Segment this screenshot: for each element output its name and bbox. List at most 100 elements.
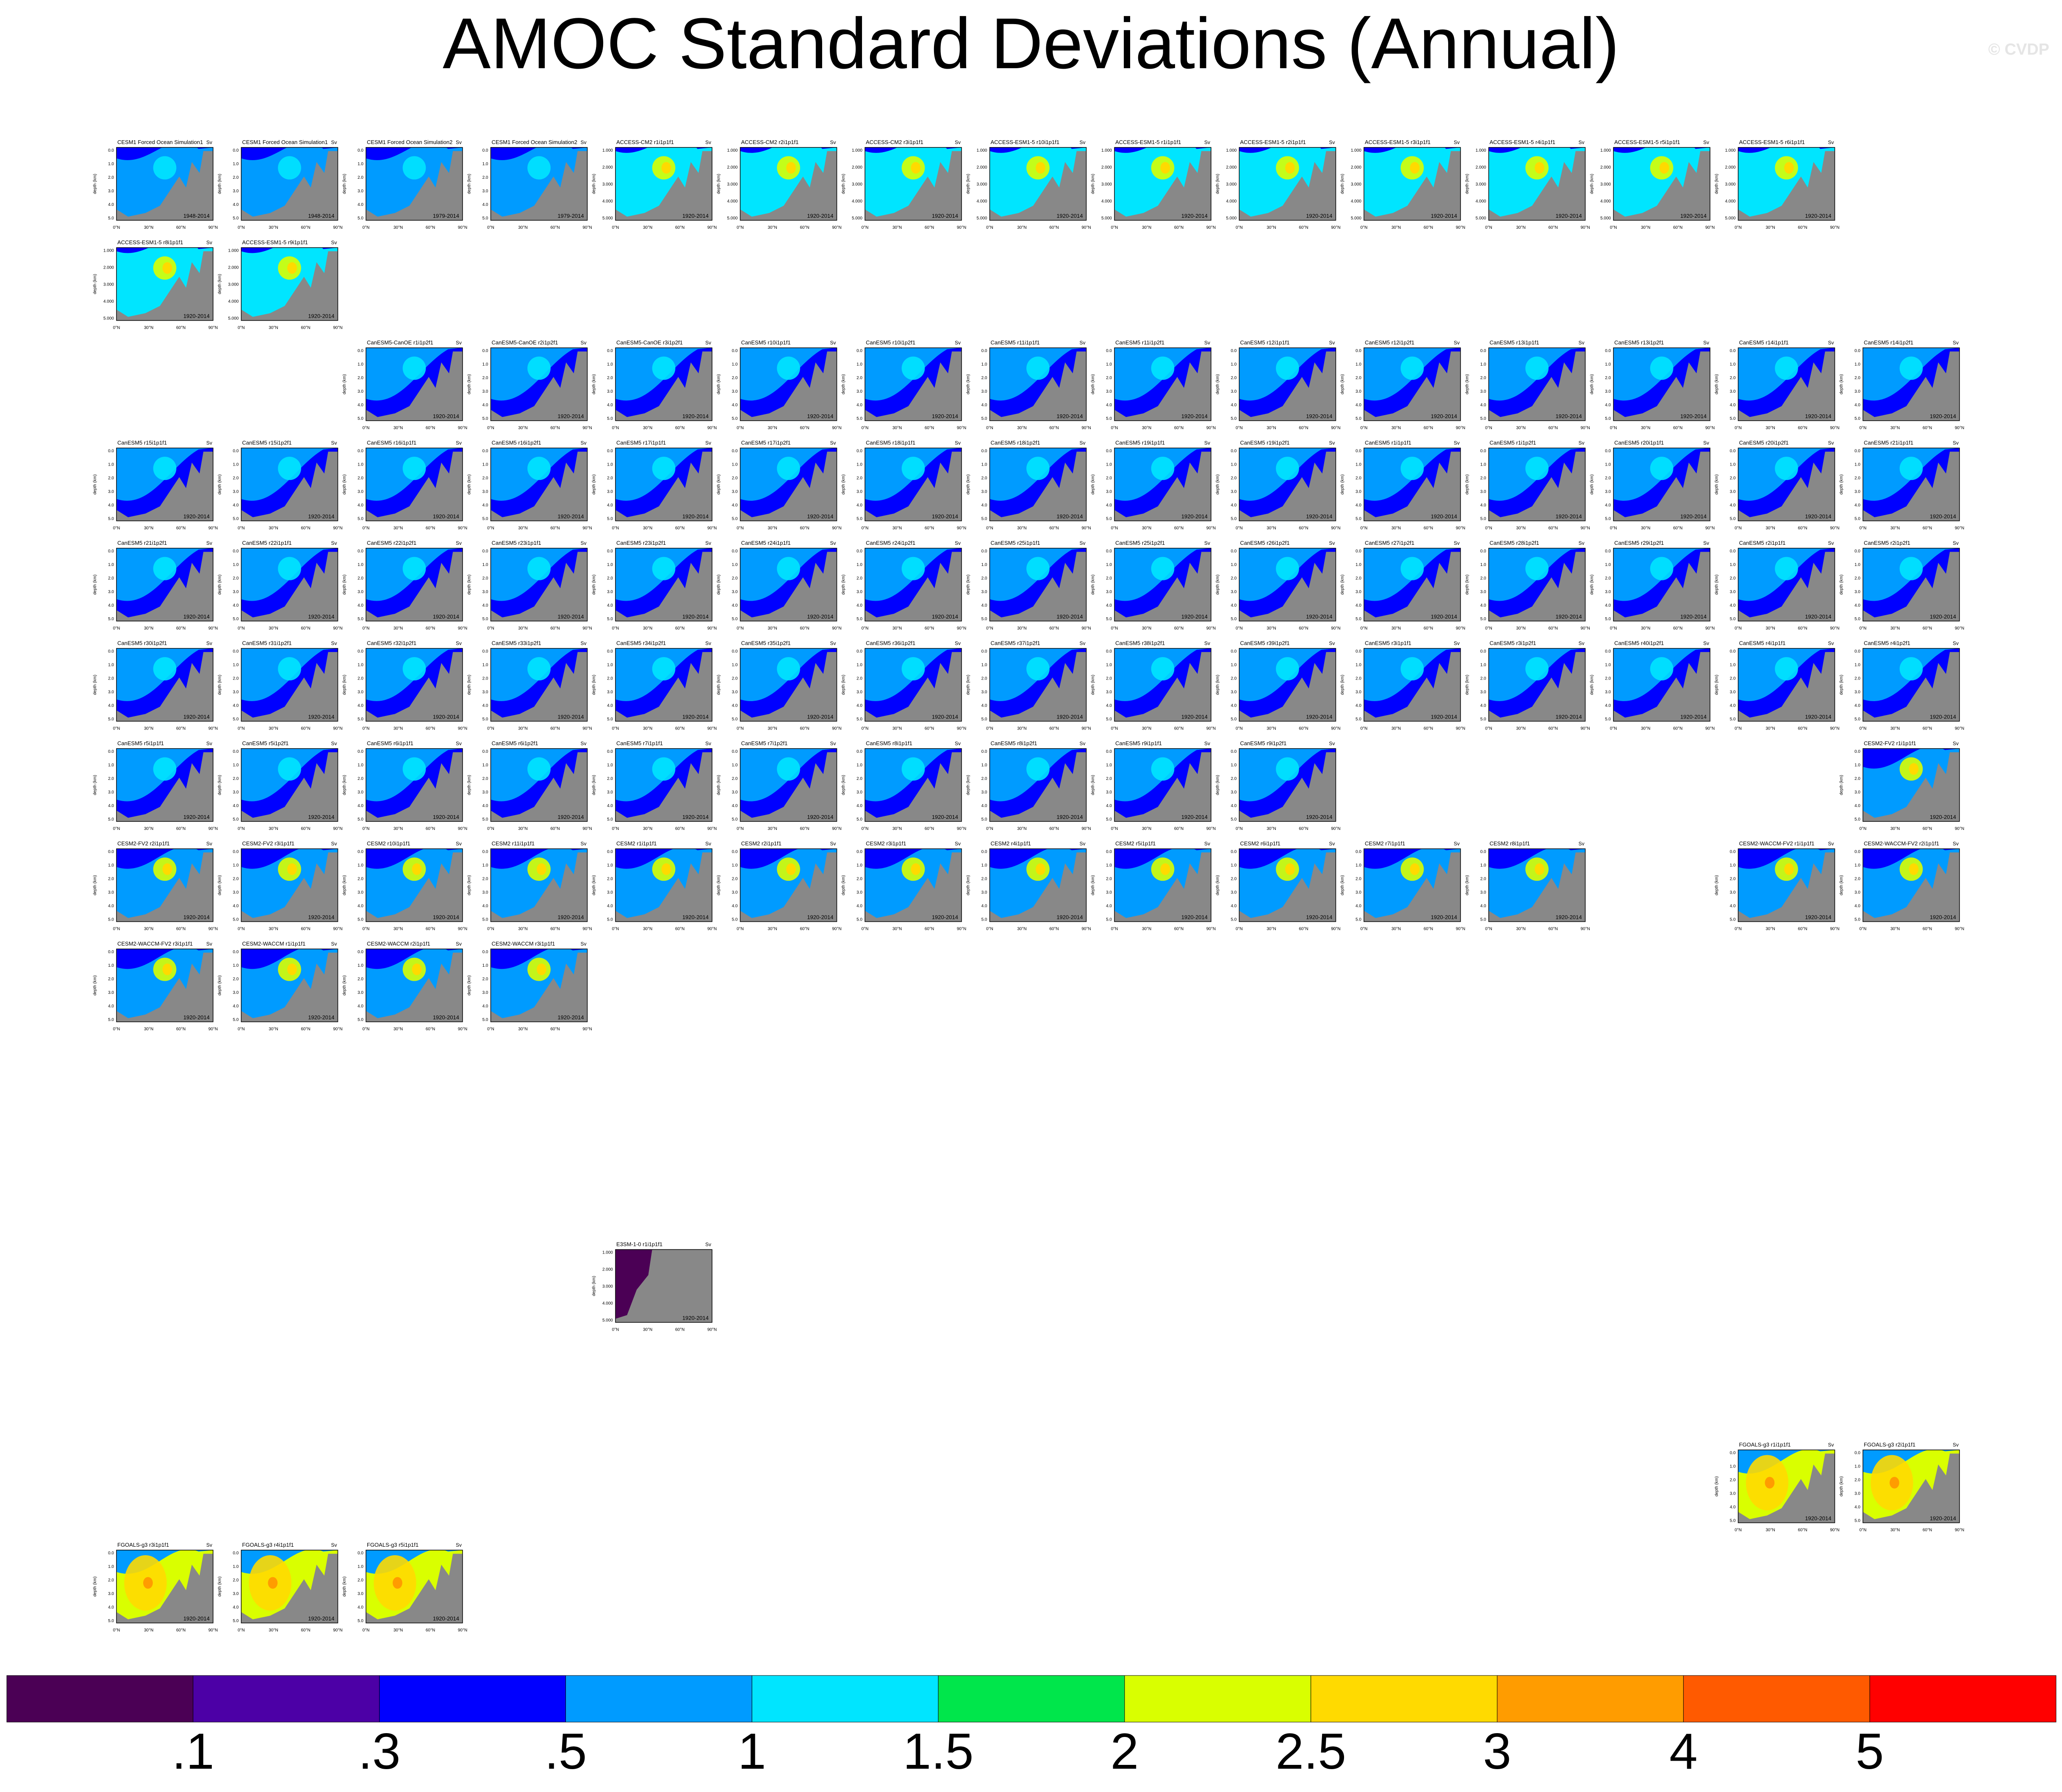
x-tick-label: 60°N <box>1424 526 1433 531</box>
panel-units: Sv <box>206 139 212 145</box>
y-tick-label: 4.0 <box>233 1605 239 1610</box>
panel-frame <box>1114 848 1211 922</box>
panel-frame <box>1364 848 1461 922</box>
y-tick-label: 5.0 <box>482 817 488 822</box>
panel-period: 1920-2014 <box>1431 914 1457 921</box>
y-tick-label: 4.000 <box>1351 199 1361 204</box>
x-tick-label: 60°N <box>800 526 809 531</box>
y-tick-label: 0.0 <box>482 349 488 353</box>
amoc-panel: CanESM5 r12i1p1f1 Sv1920-20140.01.02.03.0… <box>1216 339 1341 430</box>
std-maximum <box>777 557 800 580</box>
bathymetry-mask <box>1738 151 1835 220</box>
x-tick-label: 90°N <box>707 727 717 731</box>
amoc-panel: CanESM5 r15i1p1f1 Sv1920-20140.01.02.03.0… <box>93 440 218 531</box>
colorbar-label: 1 <box>738 1723 766 1780</box>
panel-units: Sv <box>705 1242 711 1248</box>
y-axis-label: depth (km) <box>1216 675 1220 695</box>
y-tick-label: 3.000 <box>1475 182 1486 187</box>
y-tick-label: 5.0 <box>1106 817 1112 822</box>
bathymetry-mask <box>615 752 712 821</box>
std-maximum <box>527 156 551 180</box>
panel-frame <box>241 147 338 221</box>
bathymetry-mask <box>116 752 213 821</box>
std-maximum <box>901 757 925 781</box>
x-tick-label: 0°N <box>1485 626 1492 631</box>
y-tick-label: 3.000 <box>103 283 114 287</box>
panel-frame <box>989 347 1087 421</box>
y-tick-label: 2.0 <box>1854 576 1860 581</box>
x-tick-label: 30°N <box>518 526 527 531</box>
y-tick-label: 4.0 <box>358 1004 363 1009</box>
y-tick-label: 0.0 <box>856 649 862 654</box>
panel-period: 1920-2014 <box>1555 413 1582 419</box>
x-tick-label: 0°N <box>1735 1528 1742 1533</box>
x-tick-label: 60°N <box>1548 526 1558 531</box>
x-tick-label: 90°N <box>957 225 966 230</box>
amoc-panel: ACCESS-ESM1-5 r8i1p1f1 Sv1920-20141.0002.… <box>93 239 218 330</box>
y-tick-label: 4.0 <box>732 503 738 508</box>
panel-title: CanESM5 r10i1p1f1 <box>741 339 791 346</box>
x-tick-label: 0°N <box>1111 626 1118 631</box>
panel-units: Sv <box>580 540 586 546</box>
y-tick-label: 2.0 <box>732 777 738 781</box>
x-tick-label: 90°N <box>582 1027 592 1032</box>
y-axis-label: depth (km) <box>717 374 721 394</box>
x-tick-label: 90°N <box>707 225 717 230</box>
bathymetry-mask <box>615 452 712 521</box>
panel-title: CESM2-FV2 r3i1p1f1 <box>242 841 295 847</box>
x-tick-label: 60°N <box>426 1628 435 1633</box>
panel-units: Sv <box>1828 340 1834 346</box>
y-tick-label: 5.0 <box>856 517 862 522</box>
y-tick-label: 2.0 <box>1605 476 1611 481</box>
y-tick-label: 4.0 <box>1730 704 1736 708</box>
y-tick-label: 5.0 <box>1605 517 1611 522</box>
panel-units: Sv <box>1578 540 1584 546</box>
bathymetry-mask <box>1613 151 1710 220</box>
y-tick-label: 3.0 <box>482 389 488 394</box>
x-tick-label: 90°N <box>333 225 342 230</box>
y-tick-label: 2.0 <box>1730 476 1736 481</box>
x-tick-label: 30°N <box>1267 927 1276 932</box>
x-tick-label: 60°N <box>550 927 560 932</box>
bathymetry-mask <box>989 452 1086 521</box>
x-tick-label: 90°N <box>1331 927 1340 932</box>
y-tick-label: 5.000 <box>1226 216 1236 221</box>
y-tick-label: 2.0 <box>732 677 738 681</box>
y-axis-label: depth (km) <box>218 675 222 695</box>
bathymetry-mask <box>116 1553 213 1623</box>
y-axis-label: depth (km) <box>1340 574 1345 595</box>
panel-period: 1920-2014 <box>1431 413 1457 419</box>
bathymetry-mask <box>241 652 338 721</box>
x-tick-label: 90°N <box>1830 927 1839 932</box>
y-tick-label: 3.0 <box>607 389 613 394</box>
bathymetry-mask <box>1239 552 1336 621</box>
x-tick-label: 60°N <box>301 526 310 531</box>
x-tick-label: 90°N <box>333 1027 342 1032</box>
x-tick-label: 30°N <box>394 927 403 932</box>
x-tick-label: 60°N <box>925 626 934 631</box>
y-tick-label: 4.0 <box>607 503 613 508</box>
x-tick-label: 30°N <box>269 927 278 932</box>
amoc-panel: CanESM5 r38i1p2f1 Sv1920-20140.01.02.03.0… <box>1091 640 1216 731</box>
y-tick-label: 0.0 <box>1854 1451 1860 1456</box>
bathymetry-mask <box>241 752 338 821</box>
x-tick-label: 30°N <box>1267 225 1276 230</box>
y-axis-label: depth (km) <box>1839 574 1844 595</box>
y-tick-label: 3.0 <box>108 890 114 895</box>
y-tick-label: 2.000 <box>1101 165 1112 170</box>
std-maximum <box>1400 356 1424 380</box>
x-tick-label: 0°N <box>737 827 744 831</box>
std-maximum <box>1400 457 1424 480</box>
y-tick-label: 2.0 <box>358 877 363 882</box>
y-tick-label: 3.0 <box>1231 590 1237 594</box>
amoc-panel: CanESM5 r19i1p1f1 Sv1920-20140.01.02.03.0… <box>1091 440 1216 531</box>
x-tick-label: 90°N <box>458 626 467 631</box>
amoc-panel: CanESM5 r24i1p1f1 Sv1920-20140.01.02.03.0… <box>717 540 842 631</box>
panel-title: CanESM5 r34i1p2f1 <box>616 640 666 646</box>
y-tick-label: 2.0 <box>108 175 114 180</box>
panel-frame <box>615 347 712 421</box>
y-tick-label: 4.0 <box>1480 503 1486 508</box>
y-tick-label: 2.0 <box>607 376 613 380</box>
y-tick-label: 2.0 <box>1605 376 1611 380</box>
y-tick-label: 0.0 <box>1480 449 1486 454</box>
